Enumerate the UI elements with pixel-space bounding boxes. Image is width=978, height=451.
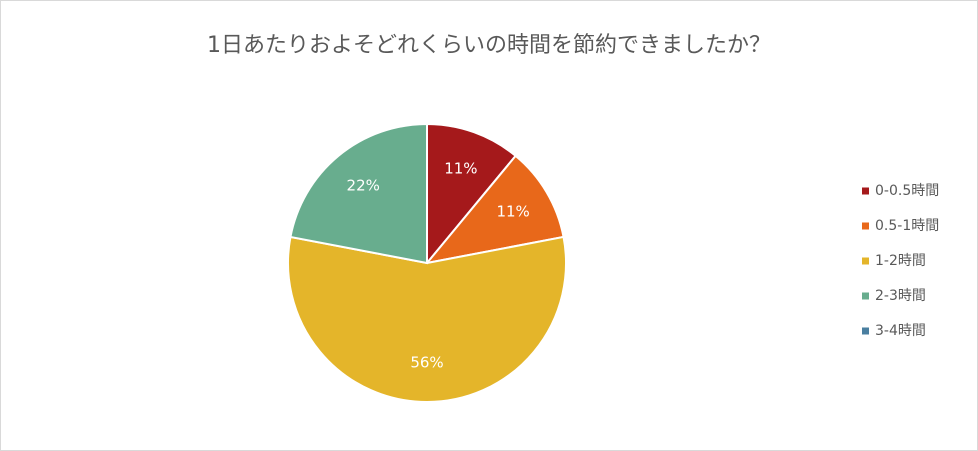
data-label: 56% (410, 354, 443, 372)
pie-slice (287, 235, 567, 403)
pie-slice (426, 122, 518, 266)
legend-swatch (862, 187, 869, 195)
data-label: 22% (347, 176, 380, 194)
data-label: 11% (496, 203, 529, 221)
legend-label: 3-4時間 (875, 323, 926, 339)
legend-label: 0.5-1時間 (875, 218, 939, 234)
legend-swatch (862, 327, 869, 335)
chart-title: 1日あたりおよそどれくらいの時間を節約できましたか？ (207, 33, 771, 58)
legend-label: 2-3時間 (875, 288, 926, 304)
legend-label: 0-0.5時間 (875, 183, 939, 199)
data-label: 11% (444, 159, 477, 177)
legend-swatch (862, 292, 869, 300)
legend-label: 1-2時間 (875, 253, 926, 269)
pie-slice (424, 154, 565, 265)
pie-slice (289, 122, 428, 265)
legend-swatch (862, 222, 869, 230)
legend-swatch (862, 257, 869, 265)
